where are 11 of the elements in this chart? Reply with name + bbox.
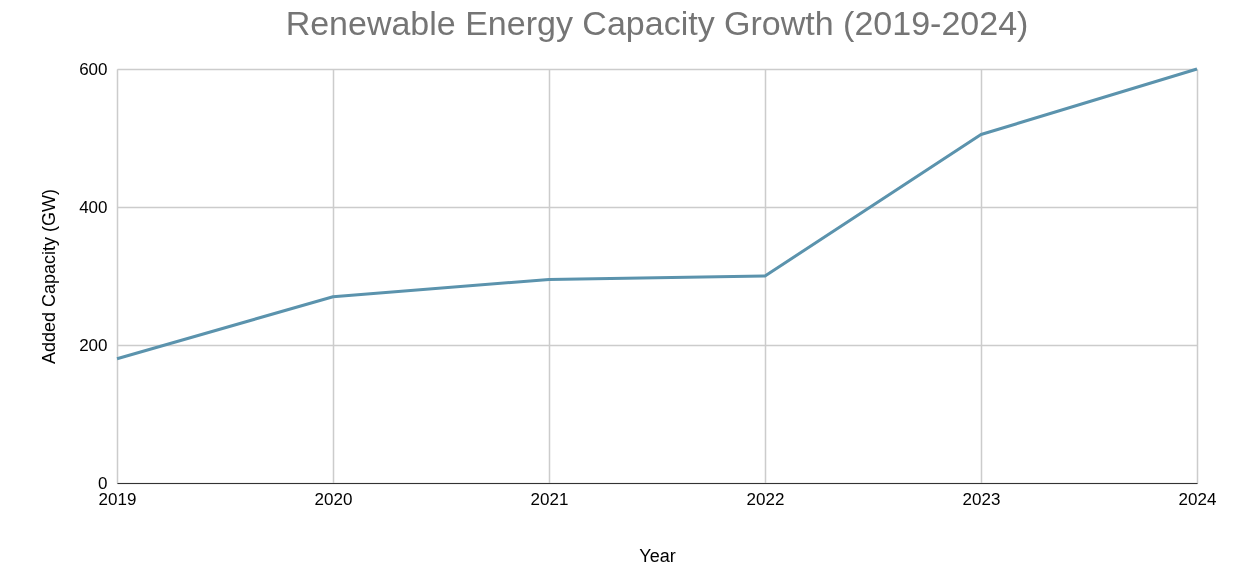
x-tick-label: 2024 bbox=[1178, 489, 1217, 509]
y-tick-label: 600 bbox=[79, 59, 108, 79]
x-tick-label: 2021 bbox=[530, 489, 569, 509]
x-tick-label: 2022 bbox=[746, 489, 785, 509]
x-axis-title: Year bbox=[639, 545, 676, 566]
chart-title: Renewable Energy Capacity Growth (2019-2024) bbox=[285, 4, 1029, 42]
y-axis-title: Added Capacity (GW) bbox=[39, 188, 60, 365]
x-tick-label: 2020 bbox=[314, 489, 353, 509]
y-tick-label: 200 bbox=[79, 335, 108, 355]
y-tick-label: 400 bbox=[79, 197, 108, 217]
x-tick-label: 2023 bbox=[962, 489, 1001, 509]
